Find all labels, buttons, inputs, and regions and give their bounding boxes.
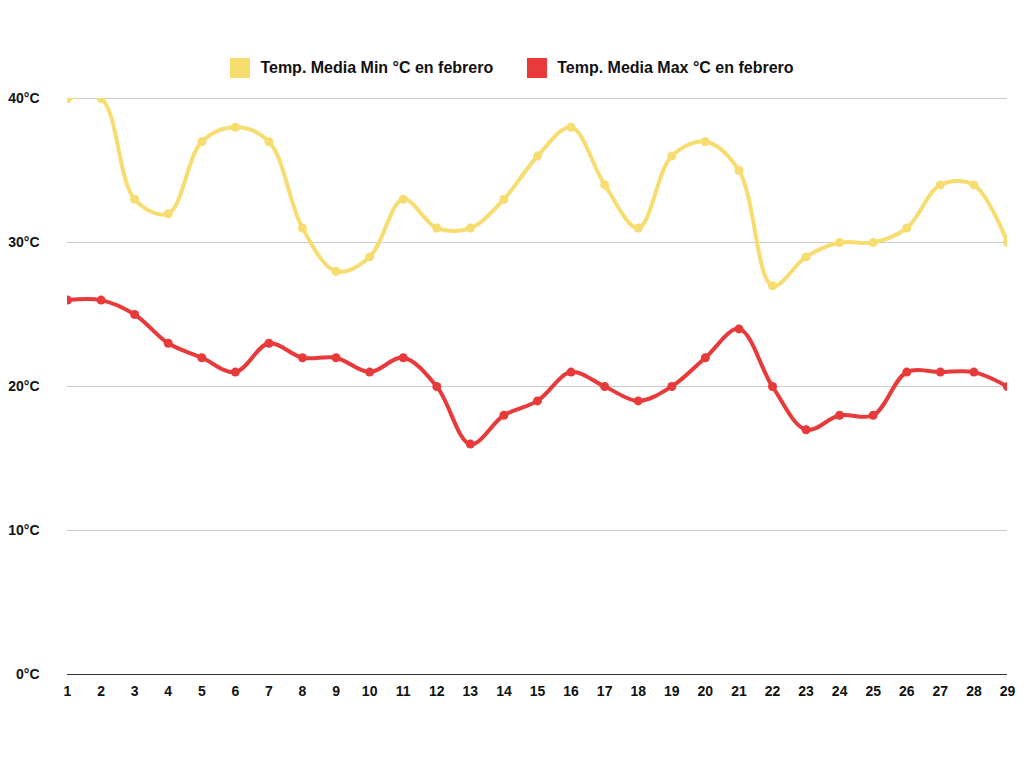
svg-text:14: 14 (496, 683, 512, 699)
svg-text:10: 10 (362, 683, 378, 699)
svg-text:4: 4 (164, 683, 172, 699)
svg-text:11: 11 (396, 683, 411, 699)
svg-text:25: 25 (865, 683, 881, 699)
svg-text:29: 29 (1000, 683, 1016, 699)
svg-text:28: 28 (966, 683, 982, 699)
svg-text:40°C: 40°C (8, 90, 39, 106)
html-text:Temp. Media Min °C en febrero: Temp. Media Min °C en febrero (260, 59, 494, 76)
svg-text:6: 6 (231, 683, 239, 699)
svg-text:21: 21 (731, 683, 747, 699)
svg-text:20°C: 20°C (8, 378, 39, 394)
svg-text:18: 18 (630, 683, 646, 699)
svg-text:26: 26 (899, 683, 915, 699)
svg-text:5: 5 (198, 683, 206, 699)
svg-text:30°C: 30°C (8, 234, 39, 250)
svg-text:9: 9 (332, 683, 340, 699)
svg-text:13: 13 (463, 683, 479, 699)
svg-text:27: 27 (933, 683, 949, 699)
svg-text:0°C: 0°C (16, 666, 40, 682)
svg-text:8: 8 (299, 683, 307, 699)
svg-text:15: 15 (530, 683, 546, 699)
svg-text:3: 3 (131, 683, 139, 699)
svg-text:17: 17 (597, 683, 613, 699)
svg-text:12: 12 (429, 683, 445, 699)
svg-text:24: 24 (832, 683, 848, 699)
svg-text:7: 7 (265, 683, 273, 699)
svg-text:23: 23 (798, 683, 814, 699)
svg-text:1: 1 (64, 683, 72, 699)
html-text:Temp. Media Max °C en febrero: Temp. Media Max °C en febrero (557, 59, 794, 76)
svg-text:20: 20 (698, 683, 714, 699)
svg-text:2: 2 (97, 683, 105, 699)
svg-text:22: 22 (765, 683, 781, 699)
svg-text:16: 16 (563, 683, 579, 699)
svg-text:19: 19 (664, 683, 680, 699)
svg-text:10°C: 10°C (8, 522, 39, 538)
